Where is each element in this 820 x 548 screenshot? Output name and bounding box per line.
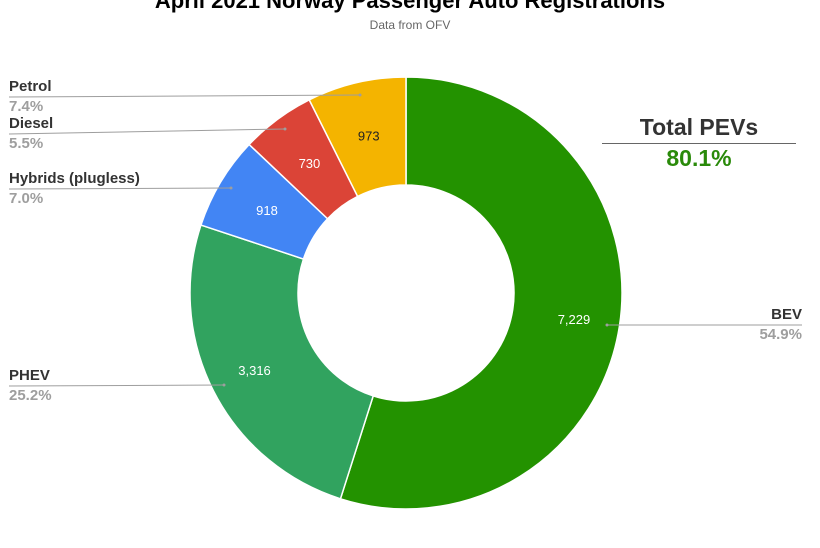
value-label-hybrids: 918 bbox=[256, 203, 278, 218]
leader-line-diesel bbox=[8, 128, 286, 135]
leader-line-phev bbox=[8, 384, 225, 387]
value-label-petrol: 973 bbox=[358, 128, 380, 143]
label-bev-percent: 54.9% bbox=[759, 326, 802, 343]
leader-dot-bev bbox=[605, 323, 609, 327]
chart-title: April 2021 Norway Passenger Auto Registr… bbox=[154, 0, 666, 13]
leader-dot-diesel bbox=[283, 127, 287, 131]
label-phev-name: PHEV bbox=[9, 367, 50, 384]
label-petrol-percent: 7.4% bbox=[9, 98, 44, 115]
label-phev-percent: 25.2% bbox=[9, 387, 52, 404]
leader-dot-hybrids bbox=[229, 186, 233, 190]
leader-line-hybrids bbox=[8, 187, 232, 190]
label-petrol-name: Petrol bbox=[9, 78, 52, 95]
leader-dot-petrol bbox=[358, 93, 362, 97]
label-diesel-percent: 5.5% bbox=[9, 135, 44, 152]
slice-phev bbox=[189, 224, 375, 500]
chart-subtitle: Data from OFV bbox=[369, 18, 451, 32]
total-pevs-divider bbox=[602, 143, 796, 144]
leader-line-petrol bbox=[8, 94, 361, 98]
label-hybrids-percent: 7.0% bbox=[9, 190, 44, 207]
value-label-diesel: 730 bbox=[299, 156, 321, 171]
value-label-phev: 3,316 bbox=[238, 363, 271, 378]
total-pevs-value: 80.1% bbox=[666, 145, 732, 171]
slice-bev bbox=[339, 76, 623, 510]
value-label-bev: 7,229 bbox=[558, 312, 591, 327]
slice-petrol bbox=[308, 76, 407, 198]
leader-dot-phev bbox=[222, 383, 226, 387]
total-pevs-title: Total PEVs bbox=[639, 114, 759, 140]
label-diesel-name: Diesel bbox=[9, 115, 54, 132]
label-hybrids-name: Hybrids (plugless) bbox=[9, 170, 140, 187]
label-bev-name: BEV bbox=[771, 306, 802, 323]
